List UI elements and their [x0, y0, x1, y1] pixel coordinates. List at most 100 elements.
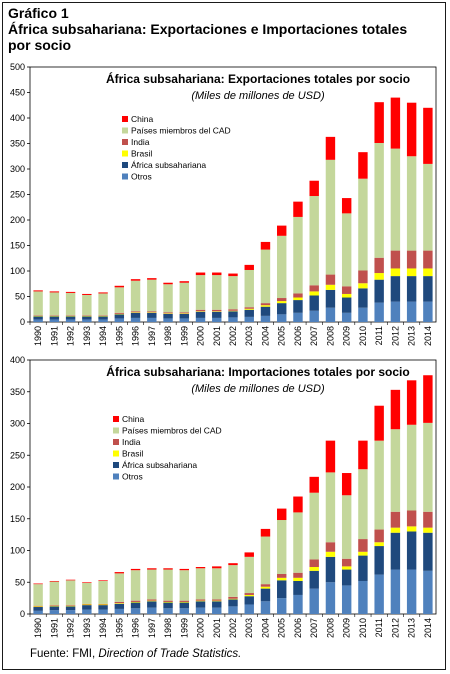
- bar-segment: [423, 422, 433, 512]
- bar-segment: [406, 250, 417, 269]
- bar-segment: [244, 264, 254, 270]
- bar-segment: [130, 608, 141, 614]
- x-tick-label: 1993: [82, 326, 92, 346]
- chart-title: África subsahariana: Exportaciones total…: [106, 71, 410, 86]
- bar-segment: [309, 588, 319, 614]
- bar-segment: [309, 570, 319, 589]
- bar-segment: [147, 607, 157, 614]
- legend-label: Países miembros del CAD: [131, 126, 231, 136]
- y-tick-label: 50: [15, 292, 25, 302]
- y-tick-label: 250: [10, 450, 25, 460]
- bar-segment: [244, 604, 254, 614]
- bar-segment: [277, 577, 287, 581]
- bar-segment: [390, 569, 401, 614]
- figure-frame: [2, 2, 446, 670]
- exports-chart: 0 50 100 150 200 250 300 350 400 450 500 1990 1991 19…: [10, 62, 437, 346]
- source-note: Fuente: FMI, Direction of Trade Statisti…: [30, 648, 241, 660]
- y-tick-label: 400: [10, 355, 25, 365]
- bar-segment: [406, 301, 417, 322]
- y-tick-label: 50: [15, 577, 25, 587]
- bar-segment: [98, 293, 108, 316]
- bar-segment: [147, 278, 157, 280]
- bar-segment: [390, 527, 401, 533]
- bar-segment: [98, 603, 108, 605]
- x-tick-label: 1993: [82, 618, 92, 638]
- bar-segment: [244, 594, 254, 597]
- bar-segment: [195, 567, 206, 569]
- legend-label: India: [122, 437, 141, 447]
- x-tick-label: 2006: [293, 326, 303, 346]
- bar-segment: [212, 568, 222, 600]
- x-tick-label: 1994: [98, 618, 108, 638]
- bar-segment: [374, 546, 384, 575]
- bar-segment: [163, 602, 173, 609]
- bar-segment: [358, 270, 368, 284]
- bar-segment: [33, 319, 43, 322]
- legend-swatch: [113, 416, 119, 422]
- bar-segment: [33, 583, 43, 585]
- bar-segment: [244, 316, 254, 322]
- bar-segment: [260, 584, 271, 587]
- bar-segment: [341, 566, 352, 570]
- bar-segment: [244, 593, 254, 595]
- bar-segment: [325, 440, 336, 473]
- x-tick-label: 1990: [33, 618, 43, 638]
- bar-segment: [260, 306, 271, 316]
- x-tick-label: 1991: [49, 326, 59, 346]
- bar-segment: [212, 275, 222, 310]
- bar-segment: [82, 319, 92, 322]
- x-tick-label: 2011: [374, 618, 384, 637]
- bar-segment: [358, 469, 368, 540]
- bar-segment: [195, 601, 206, 608]
- bar-segment: [325, 542, 336, 552]
- bar-segment: [82, 604, 92, 606]
- legend-swatch: [113, 427, 119, 434]
- bar-segment: [293, 201, 303, 217]
- bar-segment: [82, 582, 92, 604]
- bar-segment: [277, 573, 287, 578]
- bar-segment: [325, 307, 336, 322]
- bar-segment: [212, 317, 222, 322]
- bar-segment: [195, 309, 206, 312]
- bar-segment: [309, 567, 319, 571]
- bar-segment: [374, 102, 384, 143]
- bar-segment: [374, 142, 384, 258]
- bar-segment: [390, 301, 401, 322]
- bar-segment: [228, 606, 238, 614]
- bar-segment: [195, 600, 206, 602]
- bar-segment: [293, 496, 303, 513]
- bar-segment: [33, 316, 43, 320]
- bar-segment: [33, 290, 43, 292]
- bar-segment: [260, 601, 271, 614]
- x-tick-label: 2014: [423, 618, 433, 638]
- bar-segment: [49, 315, 60, 316]
- bar-segment: [98, 292, 108, 294]
- bar-segment: [293, 216, 303, 294]
- bar-segment: [325, 159, 336, 275]
- source-title: Direction of Trade Statistics.: [98, 648, 242, 660]
- bar-segment: [179, 570, 189, 601]
- bar-segment: [33, 315, 43, 317]
- bar-segment: [277, 598, 287, 614]
- bar-segment: [49, 319, 60, 322]
- bar-segment: [163, 569, 173, 601]
- bar-segment: [406, 380, 417, 425]
- bar-segment: [260, 536, 271, 585]
- bar-segment: [212, 566, 222, 569]
- x-tick-label: 1992: [66, 618, 76, 638]
- bar-segment: [293, 512, 303, 573]
- y-tick-label: 350: [10, 139, 25, 149]
- bar-segment: [114, 608, 125, 614]
- bar-segment: [33, 584, 43, 606]
- bar-segment: [147, 312, 157, 318]
- bar-segment: [163, 313, 173, 319]
- bar-segment: [65, 605, 76, 606]
- bar-segment: [277, 235, 287, 299]
- bar-segment: [244, 269, 254, 308]
- bar-segment: [341, 213, 352, 287]
- legend-label: África subsahariana: [122, 460, 197, 470]
- x-tick-label: 2005: [277, 326, 287, 346]
- bar-segment: [114, 572, 125, 574]
- bar-segment: [114, 318, 125, 322]
- bar-segment: [82, 293, 92, 295]
